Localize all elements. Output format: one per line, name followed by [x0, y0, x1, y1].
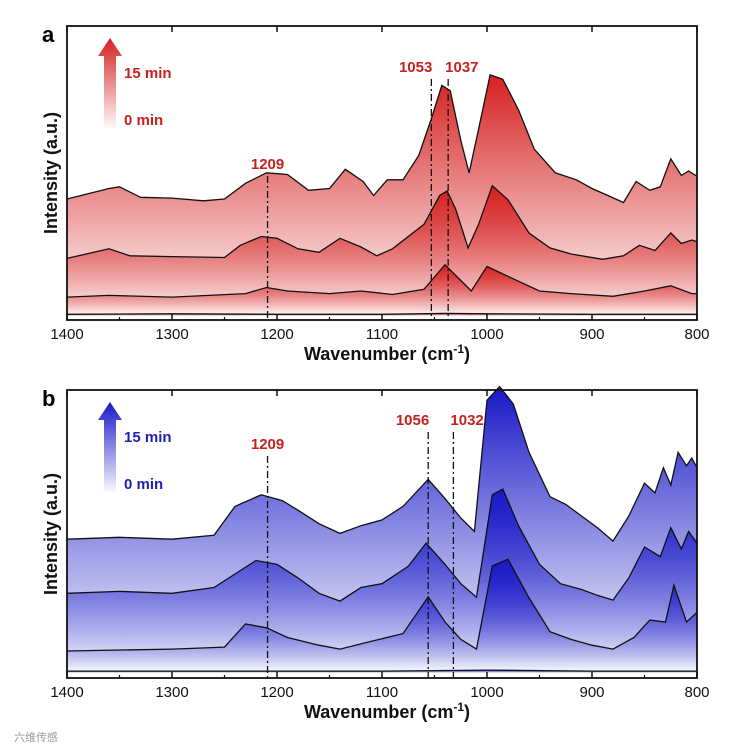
x-tick-label-b-1200: 1200 — [260, 684, 293, 701]
x-tick-label-b-1400: 1400 — [50, 684, 83, 701]
x-axis-title-b: Wavenumber (cm-1) — [304, 700, 470, 722]
panel-letter-b: b — [42, 386, 55, 411]
series-fill-a-2 — [67, 185, 697, 316]
x-axis-title-a: Wavenumber (cm-1) — [304, 342, 470, 364]
x-tick-label-b-1300: 1300 — [155, 684, 188, 701]
x-tick-label-a-1200: 1200 — [260, 326, 293, 343]
series-line-b-3 — [66, 385, 698, 543]
y-axis-title-a: Intensity (a.u.) — [41, 112, 61, 234]
series-line-b-0 — [67, 669, 697, 672]
legend-label-bottom-b: 0 min — [124, 476, 163, 493]
y-axis-title-b: Intensity (a.u.) — [41, 473, 61, 595]
series-fill-a-1 — [67, 264, 697, 316]
series-line-a-1 — [66, 263, 697, 298]
watermark-text: 六维传感 — [14, 731, 58, 744]
peak-label-b-1209: 1209 — [251, 436, 284, 453]
x-tick-label-b-1000: 1000 — [470, 684, 503, 701]
x-tick-label-a-1300: 1300 — [155, 326, 188, 343]
peak-label-b-1032: 1032 — [450, 412, 483, 429]
legend-label-top-a: 15 min — [124, 65, 172, 82]
x-tick-label-a-1000: 1000 — [470, 326, 503, 343]
series-line-b-1 — [66, 558, 698, 652]
panel-b: 1209 1056 1032 1400 1300 1200 1100 1000 900 800 Wa… — [41, 385, 710, 722]
legend-arrow-b — [98, 402, 122, 492]
legend-arrow-a — [98, 38, 122, 128]
x-tick-label-a-800: 800 — [684, 326, 709, 343]
peak-label-a-1209: 1209 — [251, 156, 284, 173]
peak-label-a-1053: 1053 — [399, 59, 432, 76]
x-tick-label-a-900: 900 — [579, 326, 604, 343]
peak-label-b-1056: 1056 — [396, 412, 429, 429]
series-line-a-0 — [66, 312, 697, 315]
x-tick-label-a-1400: 1400 — [50, 326, 83, 343]
series-fill-b-1 — [67, 559, 697, 673]
x-tick-label-b-900: 900 — [579, 684, 604, 701]
legend-label-bottom-a: 0 min — [124, 112, 163, 129]
peak-label-a-1037: 1037 — [445, 59, 478, 76]
series-line-a-2 — [66, 184, 698, 260]
panel-a: 1209 1053 1037 1400 1300 1200 1100 1000 900 800 Wa… — [41, 22, 710, 364]
series-line-a-3 — [66, 74, 698, 204]
legend-label-top-b: 15 min — [124, 429, 172, 446]
panel-letter-a: a — [42, 22, 55, 47]
x-tick-label-b-800: 800 — [684, 684, 709, 701]
x-tick-label-a-1100: 1100 — [366, 326, 398, 343]
x-tick-label-b-1100: 1100 — [366, 684, 398, 701]
series-line-b-2 — [66, 488, 698, 602]
